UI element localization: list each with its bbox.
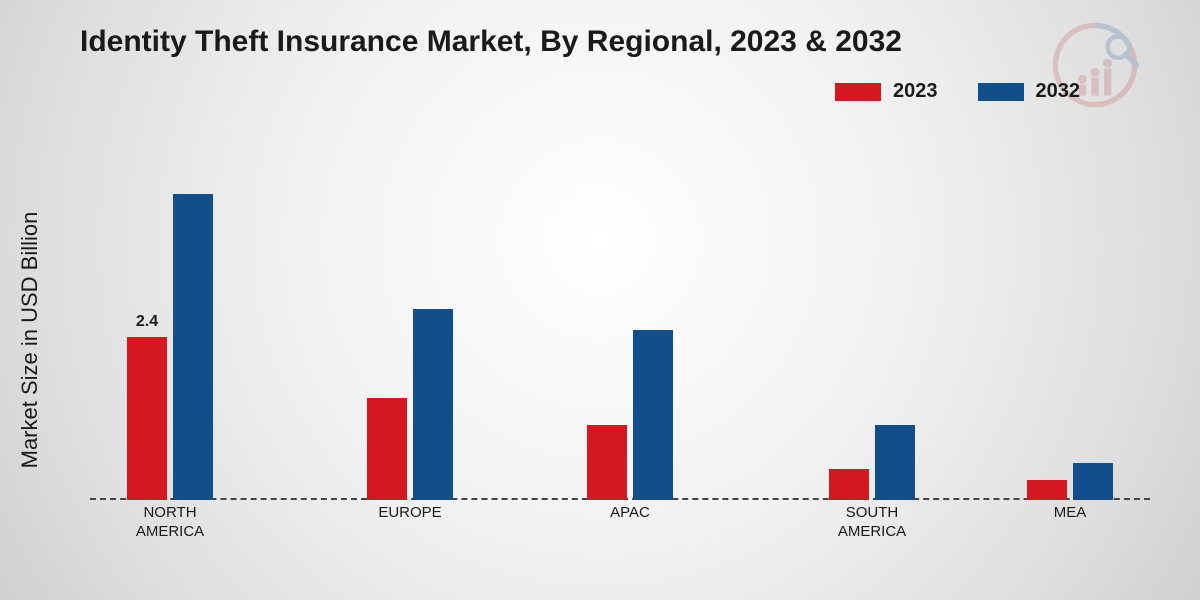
plot-area: 2.4 bbox=[90, 180, 1150, 500]
bar-2023 bbox=[127, 337, 167, 500]
legend-label-2032: 2032 bbox=[1036, 80, 1081, 103]
bar-group bbox=[110, 194, 230, 500]
bar-2032 bbox=[633, 330, 673, 500]
legend-label-2023: 2023 bbox=[893, 80, 938, 103]
bar-2023 bbox=[587, 425, 627, 500]
bar-2032 bbox=[1073, 463, 1113, 500]
x-tick-label: NORTHAMERICA bbox=[110, 504, 230, 542]
bar-2023 bbox=[829, 469, 869, 500]
chart-canvas: Identity Theft Insurance Market, By Regi… bbox=[0, 0, 1200, 600]
bar-2032 bbox=[875, 425, 915, 500]
legend-swatch-2032 bbox=[978, 83, 1024, 101]
x-tick-label: SOUTHAMERICA bbox=[812, 504, 932, 542]
x-tick-label: APAC bbox=[570, 504, 690, 523]
legend: 2023 2032 bbox=[835, 80, 1080, 103]
bar-value-label: 2.4 bbox=[136, 313, 158, 331]
bar-2023 bbox=[1027, 480, 1067, 500]
bar-group bbox=[1010, 463, 1130, 500]
x-tick-label: EUROPE bbox=[350, 504, 470, 523]
bar-2032 bbox=[173, 194, 213, 500]
legend-swatch-2023 bbox=[835, 83, 881, 101]
chart-title: Identity Theft Insurance Market, By Regi… bbox=[80, 25, 902, 59]
bar-group bbox=[350, 309, 470, 500]
y-axis-label: Market Size in USD Billion bbox=[17, 212, 43, 469]
bar-group bbox=[812, 425, 932, 500]
legend-item-2032: 2032 bbox=[978, 80, 1081, 103]
x-tick-label: MEA bbox=[1010, 504, 1130, 523]
bar-2023 bbox=[367, 398, 407, 500]
bar-group bbox=[570, 330, 690, 500]
legend-item-2023: 2023 bbox=[835, 80, 938, 103]
bar-2032 bbox=[413, 309, 453, 500]
